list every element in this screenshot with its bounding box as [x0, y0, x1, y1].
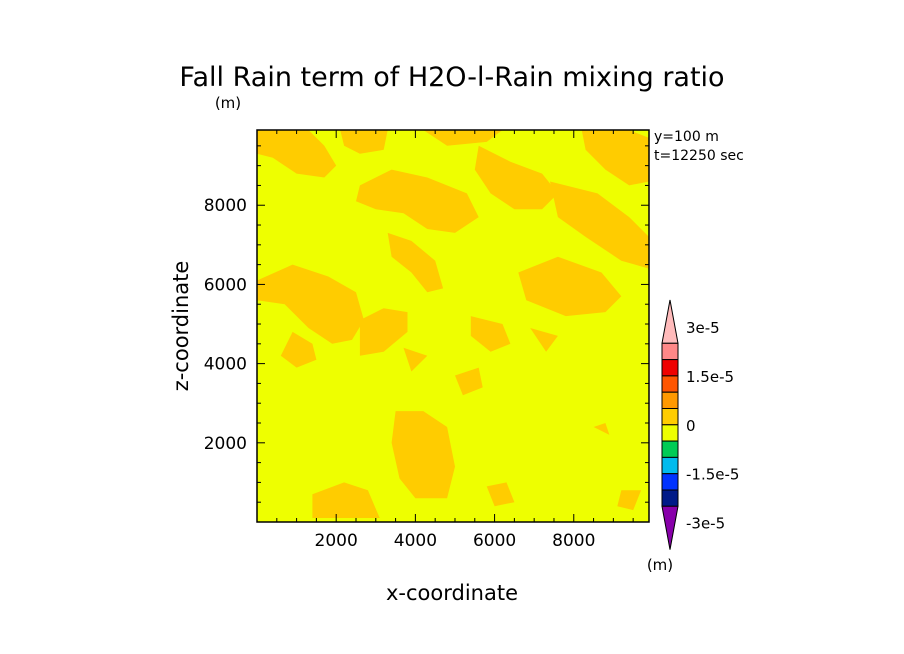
colorbar-tick-label: -3e-5 [686, 515, 725, 533]
contour-patch-1 [340, 130, 388, 154]
x-tick-label: 4000 [394, 531, 437, 551]
contour-patches [257, 130, 649, 518]
x-tick-labels: 2000 4000 6000 8000 [315, 531, 596, 551]
colorbar-swatch-bottom-arrow [661, 505, 679, 550]
contour-patch-20 [593, 423, 610, 435]
x-tick-label: 8000 [552, 531, 595, 551]
axis-ticks [257, 130, 649, 522]
x-tick-label: 6000 [473, 531, 516, 551]
y-tick-labels: 2000 4000 6000 8000 [204, 196, 247, 454]
colorbar-tick-label: -1.5e-5 [686, 466, 739, 484]
colorbar-swatch [661, 342, 679, 361]
colorbar-swatch [661, 440, 679, 458]
contour-patch-4 [387, 232, 444, 293]
colorbar-swatch [661, 489, 679, 507]
colorbar-swatch [661, 473, 679, 491]
contour-patch-15 [455, 367, 483, 396]
colorbar-swatch [661, 391, 679, 410]
annotation-time: t=12250 sec [654, 148, 744, 164]
colorbar-swatch [661, 375, 679, 393]
contour-patch-2 [423, 130, 503, 146]
colorbar [661, 299, 679, 550]
x-axis-label: x-coordinate [386, 581, 518, 605]
contour-patch-16 [391, 411, 455, 499]
colorbar-swatch [661, 408, 679, 426]
colorbar-swatch [661, 424, 679, 442]
chart-title: Fall Rain term of H2O-l-Rain mixing rati… [179, 62, 724, 93]
contour-patch-5 [257, 264, 364, 344]
y-tick-label: 6000 [204, 275, 247, 295]
colorbar-swatch [661, 359, 679, 377]
contour-patch-10 [518, 256, 622, 317]
colorbar-swatch-top-arrow [661, 299, 679, 344]
y-axis-label: z-coordinate [169, 261, 193, 392]
title-units: (m) [215, 94, 241, 112]
contour-patch-17 [312, 482, 380, 518]
colorbar-tick-label: 0 [686, 417, 696, 435]
contour-patch-6 [280, 331, 317, 368]
contour-patch-18 [486, 482, 515, 507]
contour-patch-3 [356, 169, 479, 233]
contour-patch-14 [403, 347, 428, 372]
colorbar-tick-label: 3e-5 [686, 319, 720, 337]
colorbar-units: (m) [647, 556, 673, 574]
contour-patch-11 [470, 316, 511, 352]
colorbar-labels: 3e-5 1.5e-5 0 -1.5e-5 -3e-5 [686, 319, 739, 533]
annotation-y-position: y=100 m [654, 129, 719, 145]
contour-patch-0 [257, 130, 337, 178]
colorbar-swatch [661, 456, 679, 475]
y-tick-label: 2000 [204, 434, 247, 454]
y-tick-label: 4000 [204, 355, 247, 375]
contour-patch-19 [617, 490, 642, 511]
plot-frame [256, 129, 650, 523]
contour-patch-13 [359, 308, 408, 356]
contour-patch-9 [550, 181, 649, 269]
colorbar-tick-label: 1.5e-5 [686, 368, 734, 386]
y-tick-label: 8000 [204, 196, 247, 216]
x-tick-label: 2000 [315, 531, 358, 551]
plot-area [257, 130, 649, 522]
contour-patch-7 [474, 145, 558, 210]
contour-patch-8 [581, 130, 649, 186]
contour-patch-12 [530, 328, 558, 352]
